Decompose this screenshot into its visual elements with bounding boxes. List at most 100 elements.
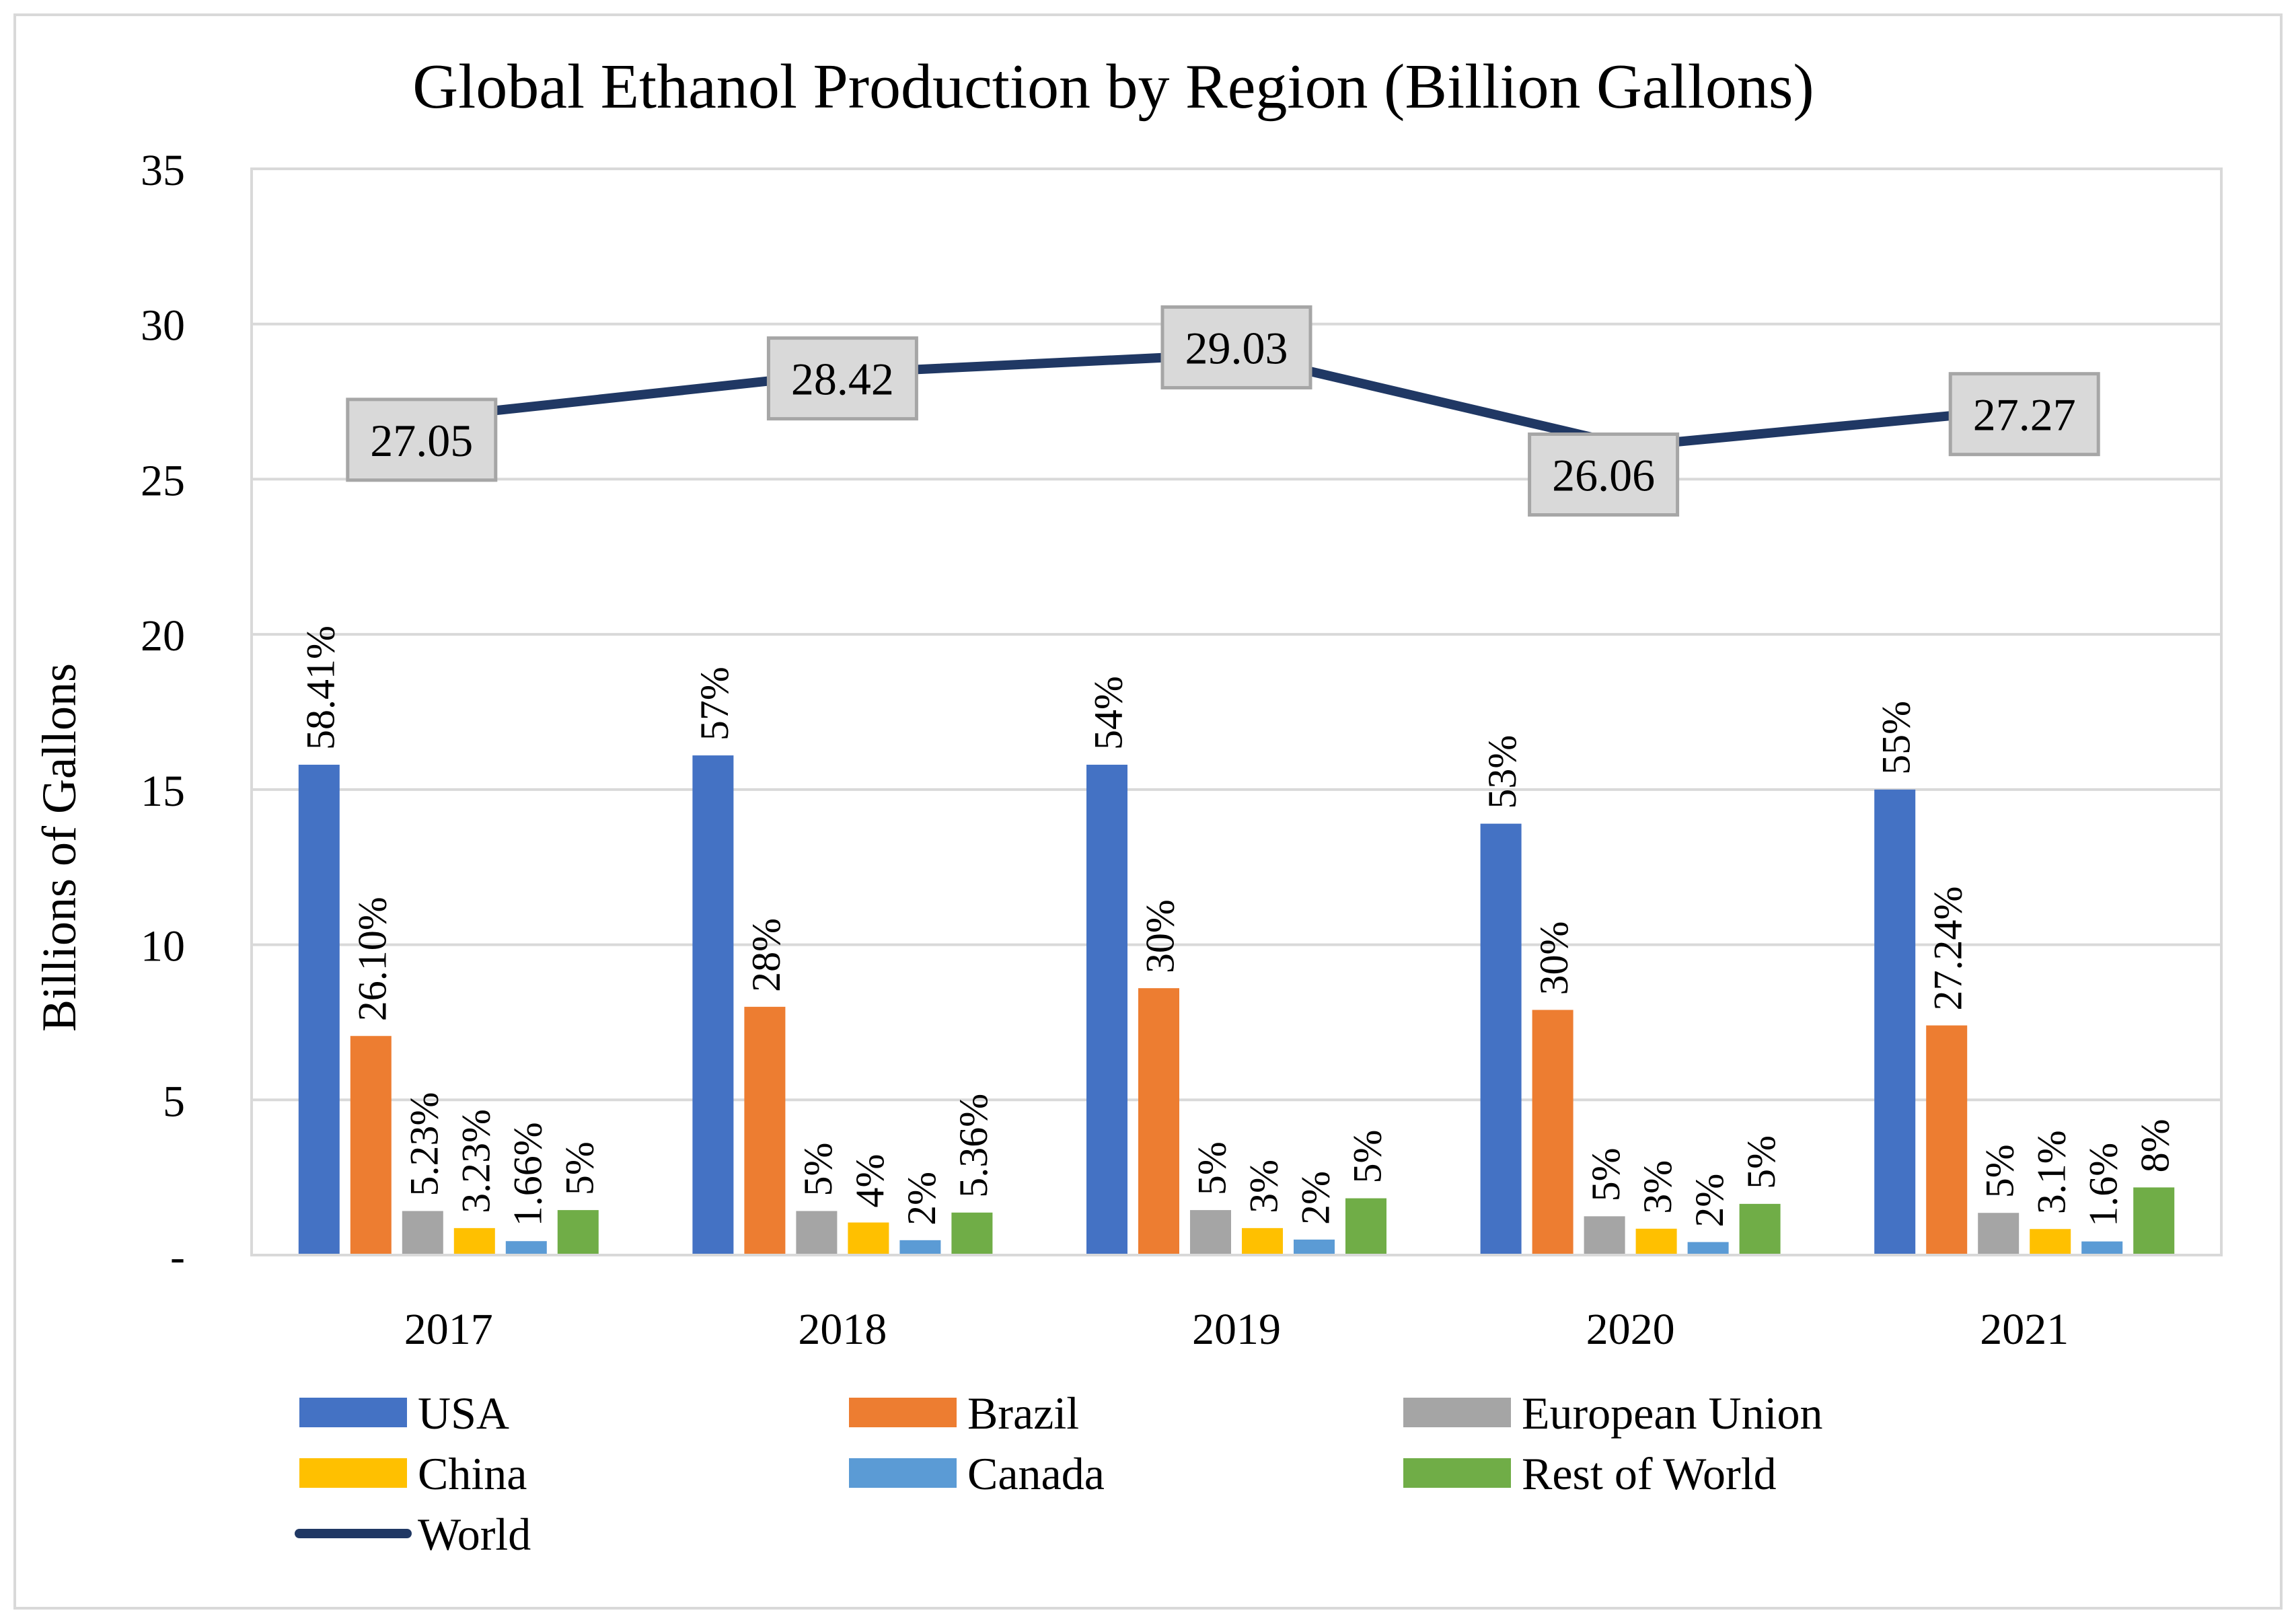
y-tick-label: 25 <box>141 456 185 505</box>
bar-china-2017 <box>453 1228 495 1255</box>
bar-data-label: 28% <box>744 918 788 992</box>
bar-rest-of-world-2017 <box>557 1210 599 1255</box>
bar-canada-2021 <box>2081 1241 2123 1255</box>
y-tick-label: 35 <box>141 146 185 195</box>
bar-brazil-2018 <box>744 1006 786 1255</box>
x-tick-label: 2021 <box>1980 1305 2069 1354</box>
bar-european-union-2018 <box>796 1211 838 1255</box>
world-data-label: 29.03 <box>1185 322 1288 373</box>
bar-rest-of-world-2020 <box>1739 1203 1781 1255</box>
bar-canada-2018 <box>899 1240 941 1255</box>
bar-brazil-2017 <box>350 1036 392 1255</box>
bar-data-label: 27.24% <box>1926 886 1970 1011</box>
bar-china-2018 <box>848 1222 889 1255</box>
bar-usa-2020 <box>1480 823 1522 1255</box>
legend-swatch-european-union <box>1403 1398 1511 1427</box>
bar-data-label: 57% <box>692 667 737 741</box>
legend-label: European Union <box>1522 1388 1823 1439</box>
legend-swatch-canada <box>849 1458 957 1488</box>
world-data-label: 27.27 <box>1973 389 2076 441</box>
bar-data-label: 5.23% <box>402 1092 446 1196</box>
y-axis-label: Billions of Gallons <box>32 663 86 1032</box>
legend-label: World <box>418 1509 531 1560</box>
bar-data-label: 54% <box>1086 676 1131 750</box>
legend-swatch-china <box>299 1458 407 1488</box>
bar-data-label: 3.1% <box>2030 1130 2074 1214</box>
bar-canada-2019 <box>1294 1239 1335 1255</box>
world-label-box <box>1160 305 1312 389</box>
axes: - 5 10 15 20 25 30 35 2017 2018 2019 2020 2021 <box>141 146 2223 1354</box>
bar-data-label: 26.10% <box>350 897 394 1021</box>
bar-european-union-2017 <box>402 1211 443 1255</box>
bar-european-union-2020 <box>1584 1216 1625 1255</box>
x-tick-label: 2017 <box>404 1305 493 1354</box>
bar-brazil-2021 <box>1926 1025 1968 1255</box>
legend-label: Canada <box>967 1448 1105 1499</box>
bar-data-label: 5.36% <box>951 1094 996 1198</box>
bar-china-2021 <box>2030 1229 2071 1255</box>
bar-data-label: 1.66% <box>505 1122 550 1226</box>
legend-label: USA <box>418 1388 509 1439</box>
bar-data-label: 2% <box>899 1172 944 1225</box>
world-data-label: 27.05 <box>370 415 473 466</box>
bar-european-union-2019 <box>1190 1210 1231 1255</box>
bar-data-label: 55% <box>1874 701 1919 775</box>
bar-canada-2017 <box>505 1241 547 1255</box>
legend-swatch-rest-of-world <box>1403 1458 1511 1488</box>
world-data-label: 28.42 <box>791 354 894 405</box>
y-tick-label: 15 <box>141 767 185 816</box>
bar-rest-of-world-2021 <box>2133 1187 2175 1255</box>
bar-usa-2018 <box>692 755 734 1255</box>
plot-area-border <box>250 167 2223 1256</box>
data-labels: 58.41%26.10%5.23% 3.23% 1.66% 5%57%28%5% 4% 2… <box>298 305 2178 1228</box>
legend-label: Rest of World <box>1522 1448 1777 1499</box>
bars <box>298 755 2175 1255</box>
bar-usa-2017 <box>298 764 340 1255</box>
bar-rest-of-world-2019 <box>1345 1198 1386 1255</box>
bar-china-2019 <box>1242 1228 1283 1255</box>
bar-data-label: 5% <box>1345 1130 1390 1184</box>
y-tick-label: 30 <box>141 301 185 350</box>
chart-title: Global Ethanol Production by Region (Bil… <box>412 52 1814 122</box>
bar-brazil-2019 <box>1138 988 1179 1255</box>
bar-data-label: 53% <box>1480 735 1524 809</box>
bar-usa-2021 <box>1874 789 1916 1255</box>
x-tick-label: 2018 <box>798 1305 887 1354</box>
bar-data-label: 30% <box>1138 899 1183 973</box>
legend: USA Brazil European Union China Canada Rest o… <box>295 1388 1823 1560</box>
world-data-label: 26.06 <box>1552 450 1655 501</box>
bar-data-label: 58.41% <box>298 626 342 750</box>
bar-data-label: 2% <box>1294 1171 1338 1225</box>
y-tick-label: 5 <box>163 1077 185 1126</box>
bar-brazil-2020 <box>1532 1010 1573 1255</box>
x-tick-label: 2019 <box>1192 1305 1281 1354</box>
bar-european-union-2021 <box>1978 1213 2020 1255</box>
bar-data-label: 3% <box>1242 1160 1286 1213</box>
bar-usa-2019 <box>1086 764 1127 1255</box>
bar-china-2020 <box>1635 1228 1677 1255</box>
world-label-box <box>346 398 498 482</box>
bar-canada-2020 <box>1687 1242 1729 1255</box>
world-label-box <box>1948 372 2100 457</box>
bar-data-label: 5% <box>796 1142 840 1196</box>
legend-swatch-usa <box>299 1398 407 1427</box>
world-label-box <box>766 336 918 421</box>
bar-data-label: 5% <box>1190 1141 1234 1195</box>
world-label-box <box>1528 432 1680 517</box>
bar-data-label: 2% <box>1687 1174 1732 1228</box>
bar-data-label: 30% <box>1532 921 1576 995</box>
bar-data-label: 3.23% <box>453 1109 498 1213</box>
legend-label: Brazil <box>967 1388 1079 1439</box>
y-tick-label: - <box>170 1232 185 1281</box>
bar-data-label: 3% <box>1635 1160 1680 1214</box>
bar-data-label: 4% <box>848 1154 892 1208</box>
bar-data-label: 5% <box>557 1141 601 1195</box>
bar-data-label: 5% <box>1584 1147 1628 1201</box>
bar-rest-of-world-2018 <box>951 1212 993 1255</box>
x-tick-label: 2020 <box>1586 1305 1675 1354</box>
bar-data-label: 8% <box>2133 1119 2178 1172</box>
y-tick-label: 20 <box>141 611 185 660</box>
legend-swatch-brazil <box>849 1398 957 1427</box>
bar-data-label: 5% <box>1978 1144 2022 1198</box>
